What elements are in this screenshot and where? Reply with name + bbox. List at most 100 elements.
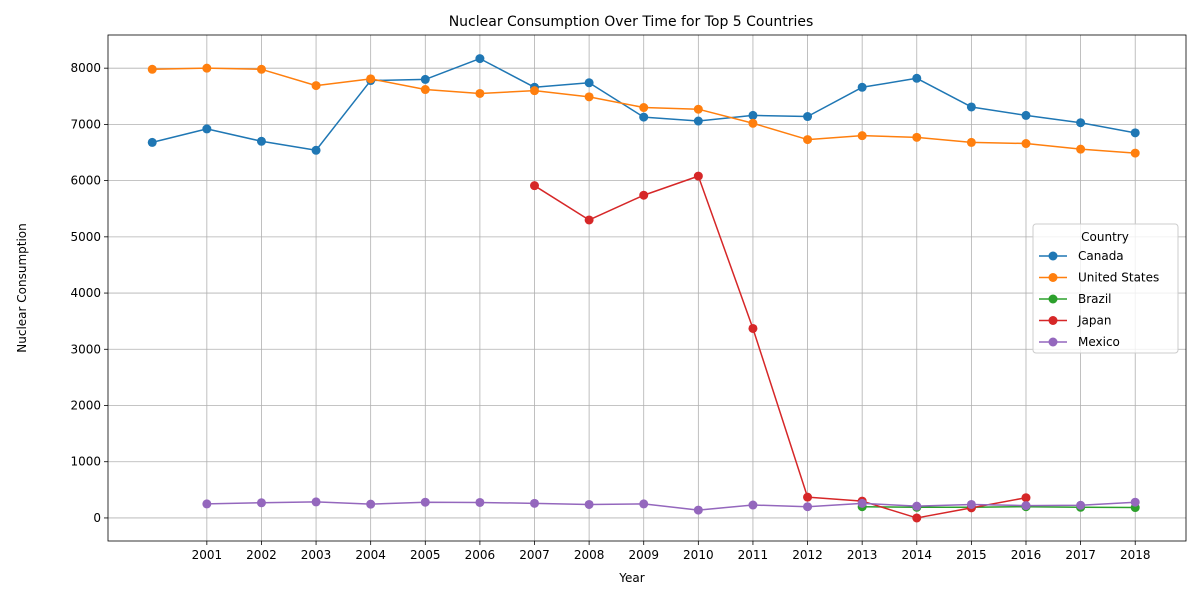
series-layer [147,54,1140,523]
legend-item-united-states: United States [1039,271,1159,285]
data-point-canada [912,73,922,83]
y-axis: 0 1000 2000 3000 4000 5000 6000 7000 8000 [70,61,108,525]
legend-marker [1048,273,1058,282]
data-point-canada [584,78,594,88]
legend-box [1032,223,1179,354]
plot-area-frame [107,34,1187,542]
x-tick-label: 2015 [956,548,987,562]
y-axis-label: Nuclear Consumption [15,223,29,352]
data-point-united-states [256,64,266,74]
data-point-japan [584,215,594,225]
series-japan [530,171,1031,523]
data-point-canada [693,116,703,126]
data-point-canada [748,110,758,120]
x-tick-label: 2007 [519,548,550,562]
data-point-canada [147,137,157,147]
data-point-japan [693,171,703,181]
x-tick-label: 2009 [628,548,659,562]
series-line-brazil [862,505,1136,509]
data-point-united-states [803,135,813,145]
legend-item-japan: Japan [1039,314,1111,328]
data-point-united-states [420,85,430,95]
data-point-united-states [912,132,922,142]
y-tick-label: 6000 [70,174,101,188]
data-point-canada [420,74,430,84]
data-point-japan [748,323,758,333]
data-point-canada [1130,128,1140,138]
y-tick-label: 5000 [70,230,101,244]
x-tick-label: 2005 [410,548,441,562]
x-tick-label: 2011 [738,548,769,562]
data-point-japan [1021,493,1031,503]
data-point-mexico [912,501,922,511]
legend-label: Japan [1077,314,1111,328]
data-point-mexico [1076,500,1086,510]
legend-entries: Canada United States Brazil Japan Mexico [1039,249,1159,349]
x-tick-label: 2006 [465,548,496,562]
data-point-canada [803,112,813,122]
x-tick-label: 2002 [246,548,277,562]
data-point-canada [639,112,649,122]
data-point-canada [256,136,266,146]
legend-marker [1048,316,1058,325]
data-point-japan [803,492,813,502]
data-point-mexico [693,505,703,515]
data-point-united-states [530,86,540,96]
legend-label: Brazil [1078,292,1112,306]
x-tick-label: 2008 [574,548,605,562]
y-tick-label: 1000 [70,455,101,469]
legend-label: United States [1078,271,1159,285]
data-point-japan [639,190,649,200]
data-point-mexico [530,498,540,508]
series-line-japan [534,175,1027,519]
legend-label: Canada [1078,249,1124,263]
data-point-united-states [584,92,594,102]
x-tick-label: 2016 [1011,548,1042,562]
x-axis-label: Year [618,571,644,585]
y-tick-label: 2000 [70,399,101,413]
legend-title: Country [1081,230,1129,244]
data-point-united-states [311,81,321,91]
legend-item-mexico: Mexico [1039,335,1120,349]
data-point-mexico [966,499,976,509]
data-point-mexico [256,498,266,508]
series-mexico [202,497,1140,515]
data-point-united-states [748,118,758,128]
y-tick-label: 4000 [70,286,101,300]
x-tick-label: 2001 [192,548,223,562]
y-tick-label: 3000 [70,342,101,356]
data-point-canada [202,124,212,134]
data-point-mexico [311,497,321,507]
data-point-japan [912,513,922,523]
data-point-united-states [202,63,212,73]
data-point-canada [475,54,485,64]
data-point-united-states [366,74,376,84]
chart-title: Nuclear Consumption Over Time for Top 5 … [449,14,814,30]
data-point-canada [966,102,976,112]
x-tick-label: 2003 [301,548,332,562]
x-tick-label: 2013 [847,548,878,562]
series-line-mexico [206,501,1136,511]
data-point-mexico [584,499,594,509]
data-point-united-states [147,64,157,74]
data-point-mexico [420,497,430,507]
data-point-united-states [857,131,867,141]
x-tick-label: 2010 [683,548,714,562]
data-point-mexico [366,499,376,509]
data-point-united-states [693,104,703,114]
data-point-united-states [966,137,976,147]
y-tick-label: 8000 [70,61,101,75]
legend: Country Canada United States Brazil Japan Me… [1032,223,1179,354]
data-point-mexico [1021,501,1031,511]
data-point-mexico [857,498,867,508]
data-point-mexico [475,497,485,507]
data-point-japan [530,181,540,191]
data-point-mexico [639,499,649,509]
y-tick-label: 7000 [70,117,101,131]
series-united-states [147,63,1140,158]
data-point-canada [1076,118,1086,128]
data-point-united-states [475,88,485,98]
legend-marker [1048,251,1058,261]
